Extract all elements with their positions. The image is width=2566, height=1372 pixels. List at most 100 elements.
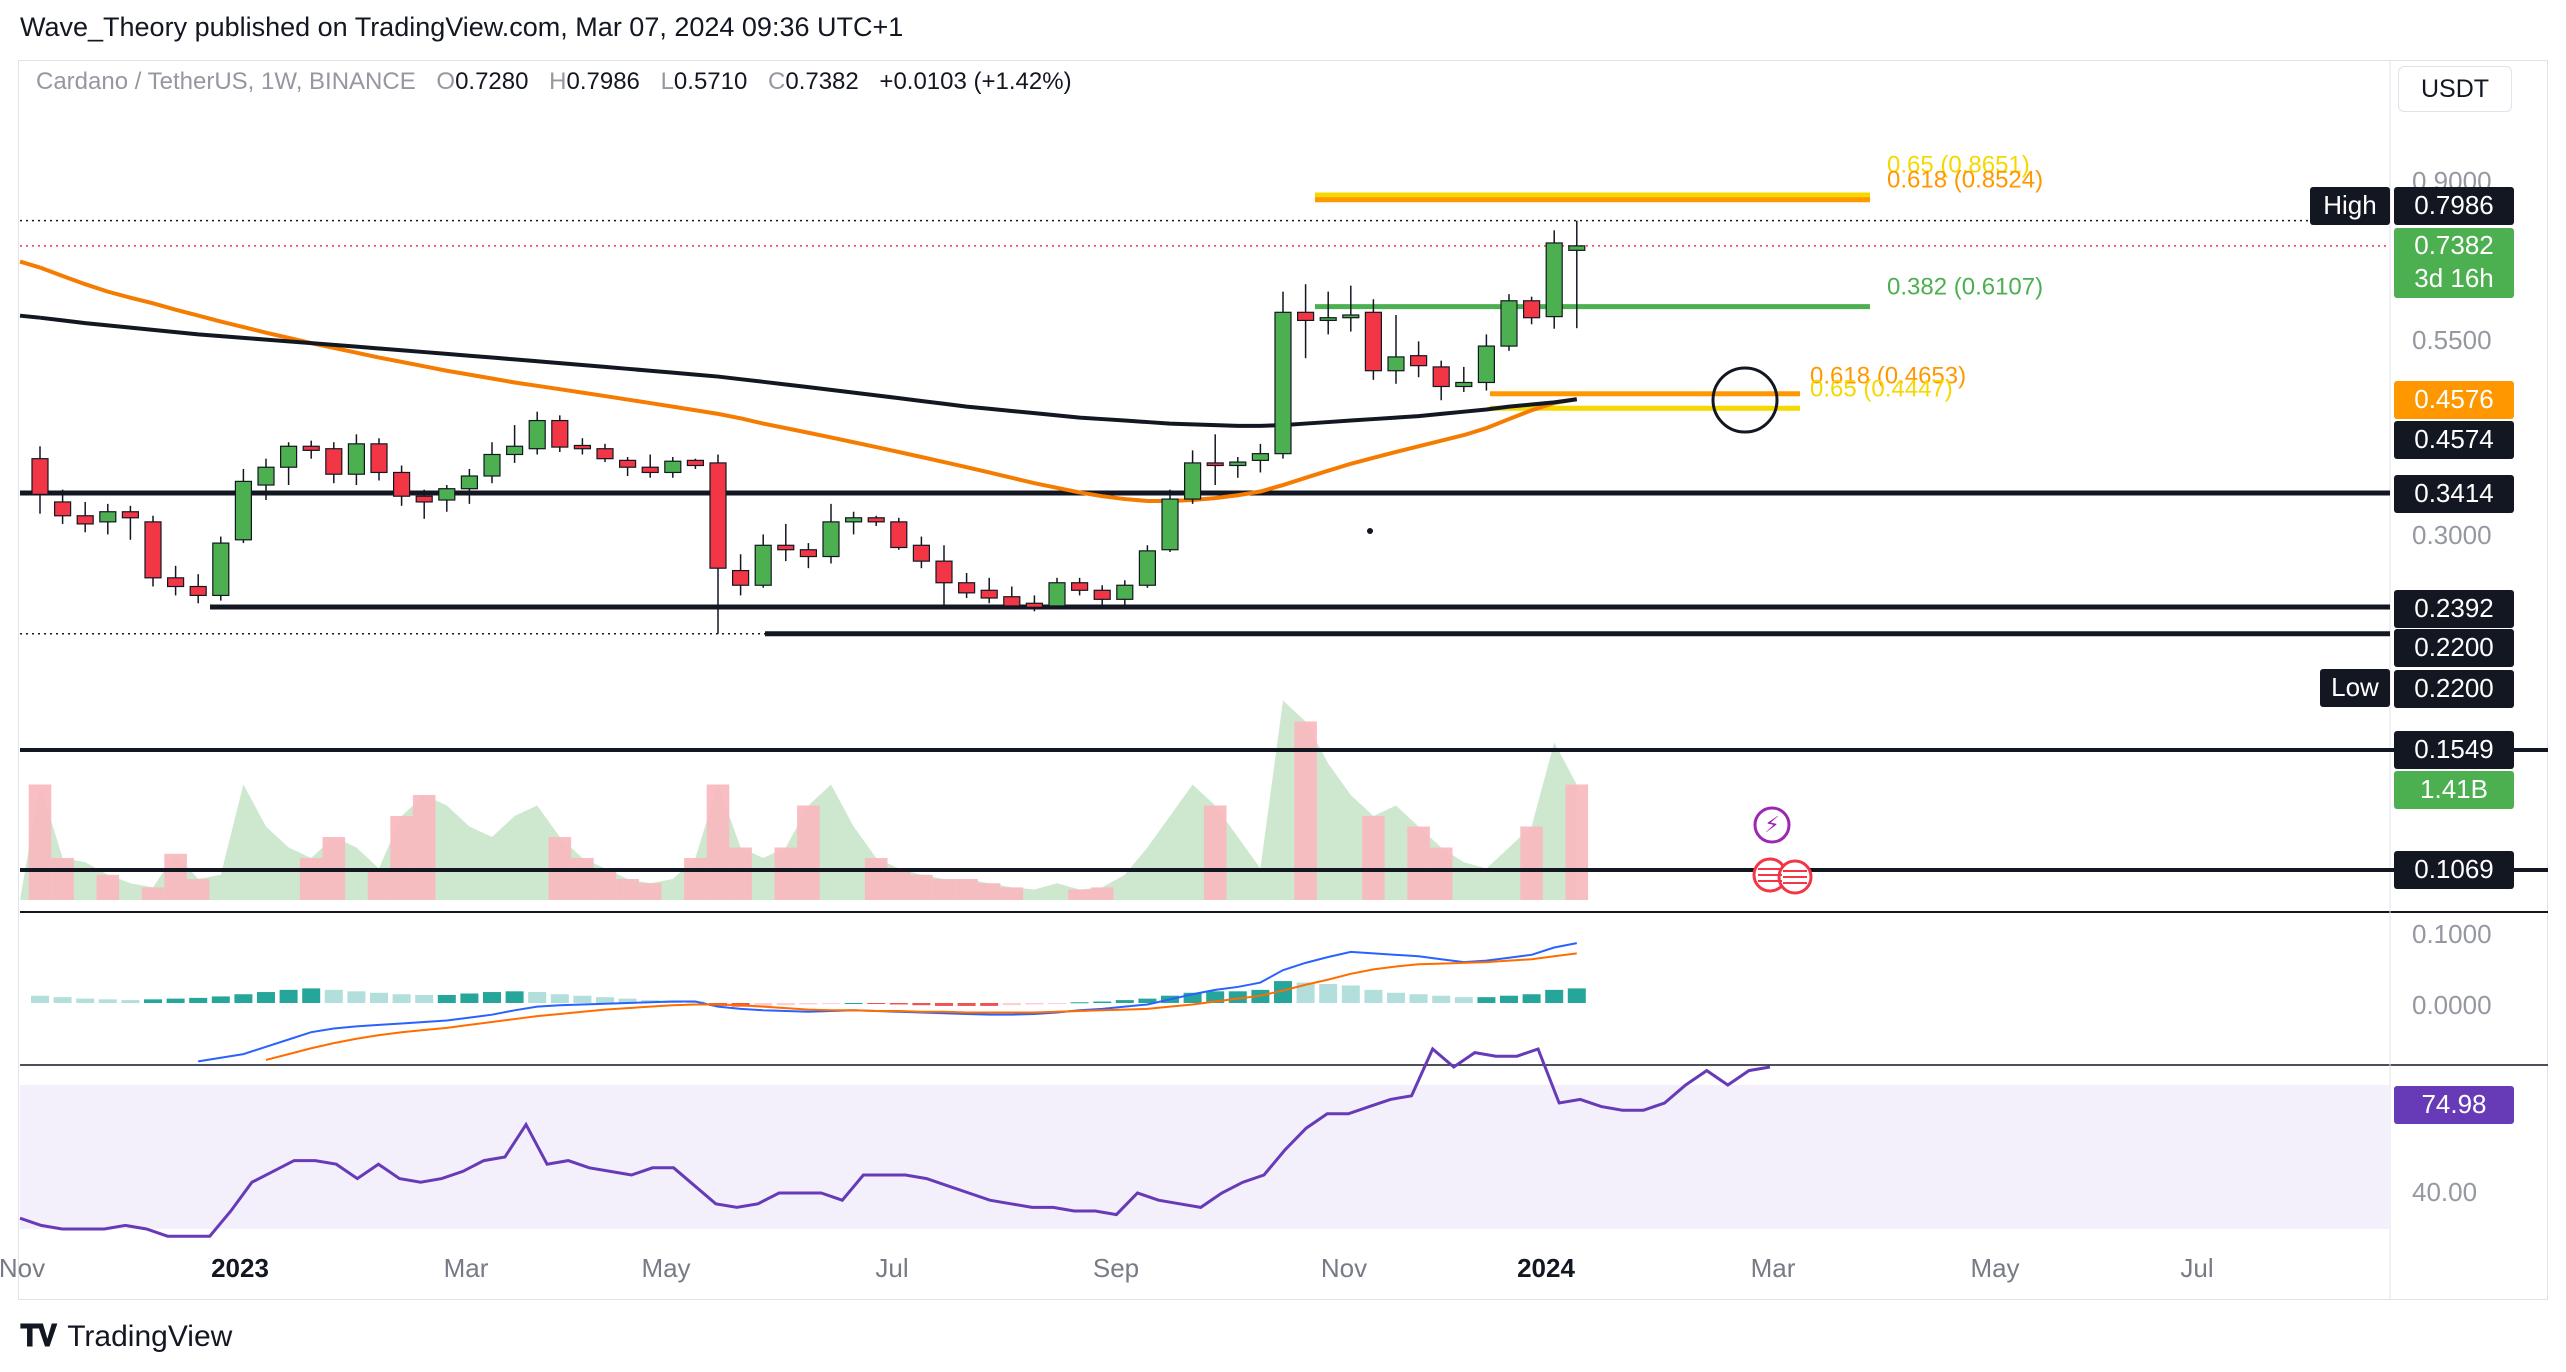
macd-histogram-bar bbox=[889, 1003, 908, 1005]
macd-histogram-bar bbox=[347, 991, 366, 1003]
macd-histogram-bar bbox=[211, 996, 230, 1003]
macd-histogram-bar bbox=[1025, 1003, 1044, 1005]
macd-histogram-bar bbox=[1545, 989, 1564, 1003]
macd-histogram-bar bbox=[1228, 991, 1247, 1003]
macd-histogram-bar bbox=[189, 997, 208, 1003]
open-value: 0.7280 bbox=[455, 68, 529, 95]
high-price-tag-bg bbox=[2394, 187, 2514, 225]
level-0-3414-tag: 0.3414 bbox=[2414, 478, 2494, 508]
macd-histogram-bar bbox=[1341, 985, 1360, 1003]
volume-bar-down bbox=[367, 868, 391, 900]
macd-histogram-bar bbox=[1432, 995, 1451, 1003]
candle-body bbox=[1387, 356, 1405, 372]
volume-bar-down bbox=[164, 853, 187, 900]
candle-body bbox=[1183, 462, 1202, 500]
macd-histogram-bar bbox=[754, 1003, 773, 1006]
macd-histogram-bar bbox=[121, 1000, 140, 1003]
candle-body bbox=[234, 480, 252, 541]
macd-histogram-bar bbox=[799, 1003, 818, 1005]
volume-bar-down bbox=[1407, 826, 1430, 900]
footer-brand: 𝐓𝐕 TradingView bbox=[20, 1320, 232, 1354]
candle-body bbox=[1048, 582, 1066, 607]
volume-bar-down bbox=[571, 858, 594, 900]
volume-bar-down bbox=[684, 858, 707, 900]
macd-histogram-bar bbox=[1138, 998, 1157, 1003]
candle-body bbox=[1455, 381, 1473, 388]
volume-value-tag-bg bbox=[2394, 771, 2514, 809]
volume-bar-down bbox=[28, 784, 52, 900]
volume-bar-down bbox=[186, 879, 210, 900]
macd-axis-label: 0.1000 bbox=[2412, 919, 2492, 949]
candle-body bbox=[573, 444, 592, 450]
volume-bar-down bbox=[797, 805, 820, 900]
volume-bar-down bbox=[616, 879, 639, 900]
macd-axis-label: 0.0000 bbox=[2412, 990, 2492, 1020]
rsi-axis-label: 40.00 bbox=[2412, 1177, 2477, 1207]
candle-body bbox=[144, 521, 162, 579]
candle-body bbox=[799, 549, 818, 558]
currency-button[interactable]: USDT bbox=[2398, 66, 2512, 112]
candle-body bbox=[257, 466, 275, 486]
volume-bar-down bbox=[412, 795, 436, 900]
candle-body bbox=[1251, 453, 1270, 461]
high-price-tag: 0.7986 bbox=[2414, 190, 2494, 220]
tradingview-logo-icon: 𝐓𝐕 bbox=[20, 1320, 57, 1353]
candle-body bbox=[506, 445, 524, 456]
volume-bar-down bbox=[932, 879, 956, 900]
x-axis-label: May bbox=[641, 1253, 690, 1283]
fib-level-label: 0.382 (0.6107) bbox=[1887, 273, 2043, 300]
volume-bar-down bbox=[1565, 784, 1589, 900]
level-0-1549-tag-bg bbox=[2394, 731, 2514, 769]
macd-histogram-bar bbox=[1409, 994, 1428, 1003]
candle-body bbox=[1161, 498, 1179, 551]
candle-body bbox=[347, 443, 365, 475]
ema-black-start bbox=[19, 313, 41, 320]
macd-histogram-bar bbox=[596, 997, 614, 1003]
symbol-label[interactable]: Cardano / TetherUS, 1W, BINANCE bbox=[36, 68, 416, 95]
level-0-2200-tag-bg bbox=[2394, 629, 2514, 667]
macd-histogram-bar bbox=[844, 1003, 863, 1004]
macd-histogram-bar bbox=[618, 998, 637, 1003]
fib-level-label: 0.65 (0.4447) bbox=[1810, 375, 1953, 402]
macd-histogram-bar bbox=[279, 989, 298, 1003]
volume-bar-down bbox=[1090, 887, 1114, 900]
rsi-line bbox=[19, 1046, 1771, 1238]
macd-histogram-bar bbox=[1522, 994, 1541, 1003]
macd-histogram-bar bbox=[550, 994, 569, 1003]
level-0-2392-tag-bg bbox=[2394, 590, 2514, 628]
rsi-band bbox=[20, 1085, 2390, 1229]
volume-bar-down bbox=[955, 879, 978, 900]
candle-body bbox=[1296, 311, 1315, 322]
last-price-tag: 0.7382 bbox=[2414, 230, 2494, 260]
candle-body bbox=[1342, 314, 1360, 319]
volume-bar-down bbox=[1362, 816, 1385, 900]
countdown-tag: 3d 16h bbox=[2414, 263, 2494, 293]
volume-bar-down bbox=[1520, 826, 1543, 900]
candle-body bbox=[1364, 311, 1383, 372]
candle-body bbox=[415, 495, 433, 503]
ema-orange-start bbox=[19, 259, 41, 270]
candle-body bbox=[212, 542, 230, 597]
macd-histogram-bar bbox=[505, 991, 524, 1003]
fib-level-label: 0.65 (0.8651) bbox=[1887, 151, 2030, 178]
candle-body bbox=[1093, 589, 1111, 600]
marker-dot bbox=[1367, 528, 1373, 534]
volume-bar-down bbox=[887, 868, 911, 900]
candle-body bbox=[1568, 245, 1586, 251]
chart-canvas[interactable]: 0.65 (0.8651)0.618 (0.8524) 0.382 (0.6107… bbox=[0, 0, 2566, 1310]
macd-histogram-bar bbox=[1274, 981, 1292, 1003]
candle-body bbox=[99, 511, 117, 523]
macd-histogram-bar bbox=[1002, 1003, 1021, 1006]
candle-body bbox=[912, 544, 931, 562]
macd-histogram-bar bbox=[1048, 1003, 1066, 1004]
low-side-bg bbox=[2320, 669, 2390, 707]
ema-orange-tag: 0.4576 bbox=[2414, 384, 2494, 414]
fib-levels: 0.65 (0.8651)0.618 (0.8524) 0.382 (0.6107… bbox=[1315, 151, 2043, 411]
candle-body bbox=[1003, 596, 1021, 607]
macd-histogram-bar bbox=[370, 992, 388, 1003]
fib-level-label: 0.618 (0.4653) bbox=[1810, 362, 1966, 389]
candle-body bbox=[121, 511, 140, 519]
ema-orange-line bbox=[39, 265, 1578, 503]
macd-histogram-bar bbox=[460, 993, 479, 1003]
